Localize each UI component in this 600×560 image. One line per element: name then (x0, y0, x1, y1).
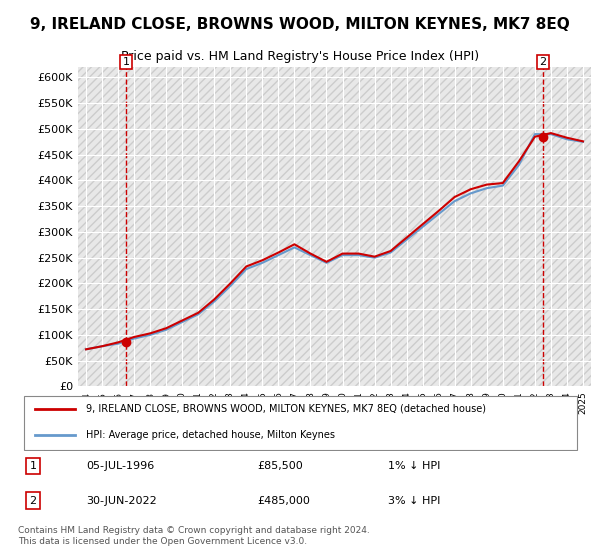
Text: 2: 2 (539, 57, 547, 67)
Text: 9, IRELAND CLOSE, BROWNS WOOD, MILTON KEYNES, MK7 8EQ (detached house): 9, IRELAND CLOSE, BROWNS WOOD, MILTON KE… (86, 404, 487, 414)
Text: £485,000: £485,000 (257, 496, 310, 506)
Text: 9, IRELAND CLOSE, BROWNS WOOD, MILTON KEYNES, MK7 8EQ: 9, IRELAND CLOSE, BROWNS WOOD, MILTON KE… (30, 17, 570, 32)
Text: 1: 1 (29, 461, 37, 471)
Text: Contains HM Land Registry data © Crown copyright and database right 2024.
This d: Contains HM Land Registry data © Crown c… (18, 526, 370, 546)
FancyBboxPatch shape (24, 396, 577, 450)
Text: 30-JUN-2022: 30-JUN-2022 (86, 496, 157, 506)
Text: £85,500: £85,500 (257, 461, 303, 471)
Text: 3% ↓ HPI: 3% ↓ HPI (389, 496, 441, 506)
Text: 1: 1 (122, 57, 130, 67)
Text: Price paid vs. HM Land Registry's House Price Index (HPI): Price paid vs. HM Land Registry's House … (121, 50, 479, 63)
Text: 2: 2 (29, 496, 37, 506)
Text: 1% ↓ HPI: 1% ↓ HPI (389, 461, 441, 471)
Text: 05-JUL-1996: 05-JUL-1996 (86, 461, 155, 471)
Text: HPI: Average price, detached house, Milton Keynes: HPI: Average price, detached house, Milt… (86, 430, 335, 440)
